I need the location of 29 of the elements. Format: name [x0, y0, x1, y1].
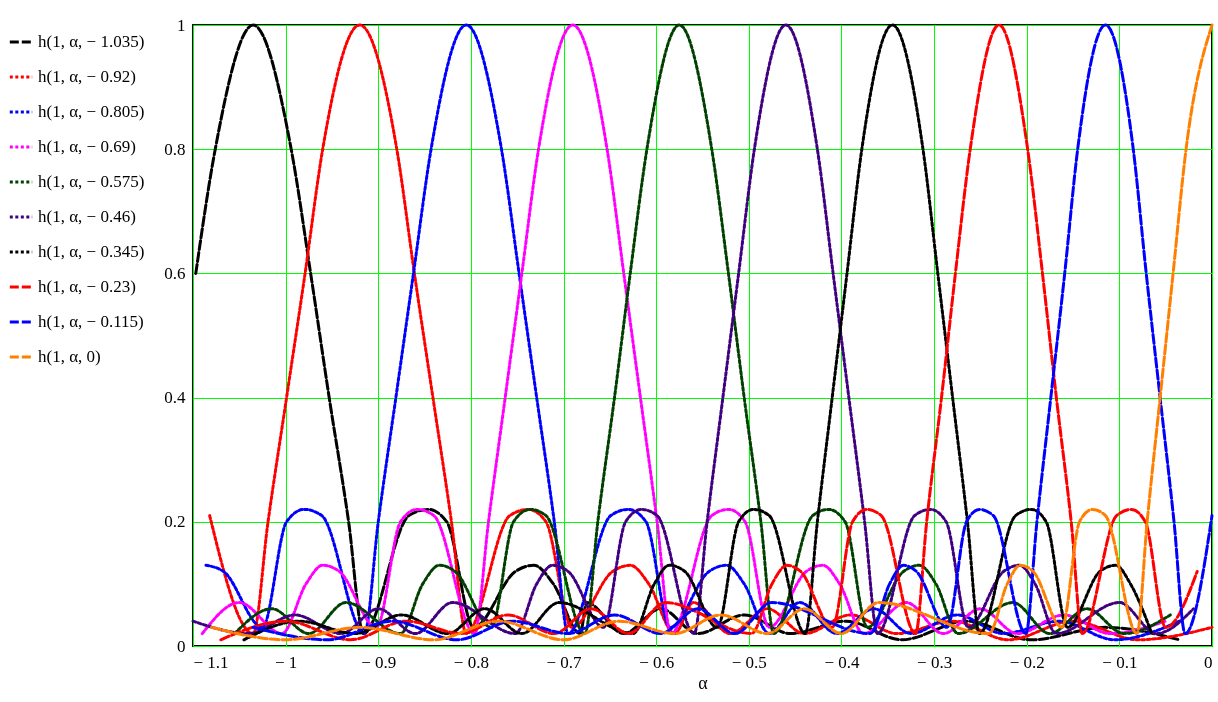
x-tick-label: − 0.9 [361, 652, 397, 672]
x-tick-label: − 0.2 [1009, 652, 1045, 672]
x-tick-label: − 1 [274, 652, 298, 672]
x-tick-label: − 0.5 [731, 652, 767, 672]
y-tick-label: 0 [177, 636, 186, 656]
x-tick-label: − 0.1 [1102, 652, 1138, 672]
x-tick-label: − 1.1 [193, 652, 229, 672]
x-tick-label: 0 [1204, 652, 1213, 672]
y-tick-label: 0.2 [164, 512, 186, 532]
legend-label: h(1, α, − 0.805) [38, 102, 145, 121]
legend-label: h(1, α, − 0.575) [38, 172, 145, 191]
x-tick-label: − 0.7 [546, 652, 583, 672]
legend-label: h(1, α, − 0.23) [38, 277, 136, 296]
legend-label: h(1, α, − 0.92) [38, 67, 136, 86]
x-tick-label: − 0.8 [453, 652, 489, 672]
legend-label: h(1, α, − 0.46) [38, 207, 136, 226]
y-tick-label: 1 [177, 15, 186, 35]
legend-label: h(1, α, 0) [38, 347, 101, 366]
y-tick-label: 0.4 [164, 388, 186, 408]
x-axis-title: α [698, 672, 709, 693]
legend-label: h(1, α, − 0.115) [38, 312, 144, 331]
legend-label: h(1, α, − 0.345) [38, 242, 145, 261]
x-tick-label: − 0.4 [824, 652, 860, 672]
legend-label: h(1, α, − 0.69) [38, 137, 136, 156]
legend-label: h(1, α, − 1.035) [38, 32, 145, 51]
y-tick-label: 0.8 [164, 139, 186, 159]
x-tick-label: − 0.6 [639, 652, 675, 672]
x-tick-label: − 0.3 [917, 652, 953, 672]
y-tick-label: 0.6 [164, 263, 186, 283]
